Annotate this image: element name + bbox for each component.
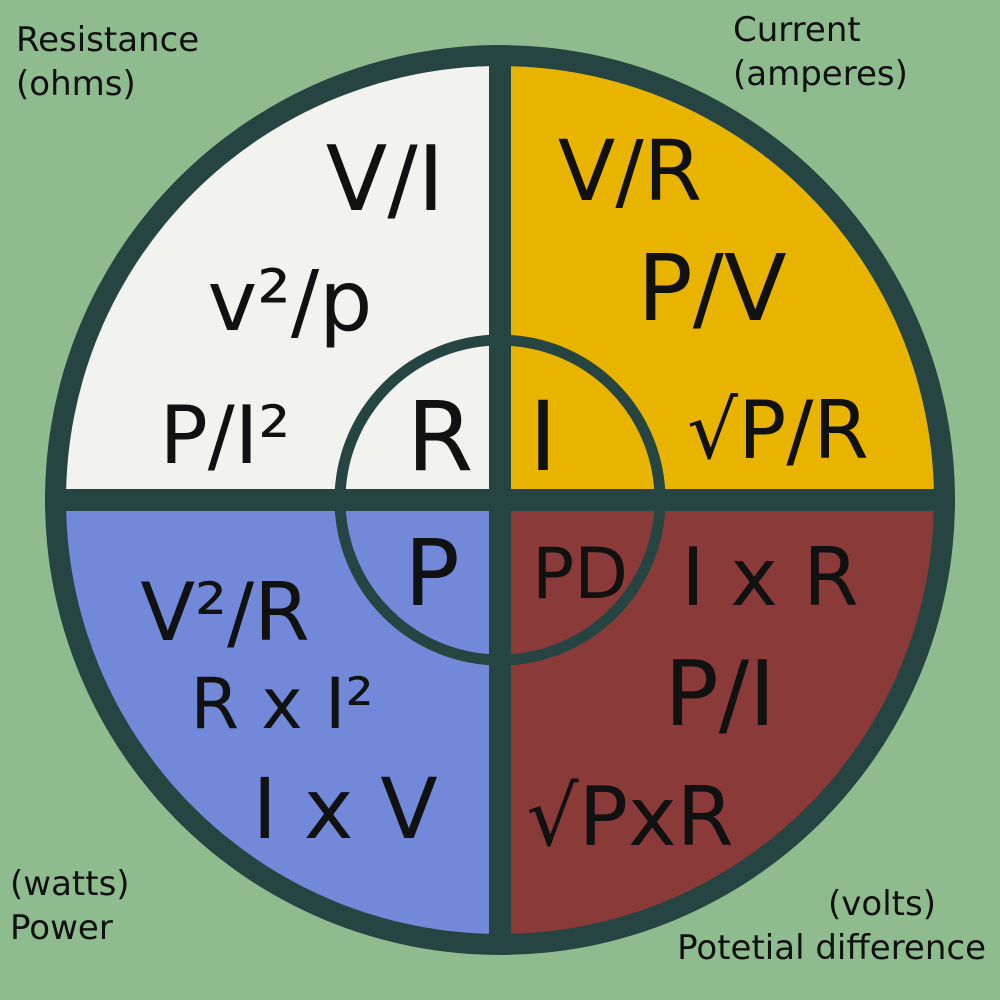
power-unit: (watts) (10, 864, 130, 904)
potential-quadrant (500, 500, 934, 934)
current-label: Current (733, 10, 861, 50)
resistance-formula-3: P/I² (160, 389, 291, 482)
current-formula-2: P/V (637, 235, 786, 342)
resistance-formula-1: V/I (326, 127, 444, 232)
power-formula-2: R x I² (190, 663, 373, 745)
power-symbol: P (404, 520, 459, 627)
potential-symbol: PD (532, 533, 628, 615)
horizontal-divider (50, 489, 950, 511)
current-formula-1: V/R (558, 122, 702, 220)
power-quadrant (66, 500, 500, 934)
current-corner-label: Current (amperes) (733, 8, 908, 96)
potential-unit: (volts) (828, 884, 936, 924)
resistance-formula-2: v²/p (207, 252, 372, 350)
current-unit: (amperes) (733, 54, 908, 94)
current-formula-3: √P/R (687, 384, 869, 477)
current-quadrant (500, 66, 934, 500)
resistance-label: Resistance (16, 20, 200, 60)
resistance-symbol: R (407, 381, 474, 493)
power-label: Power (10, 908, 113, 948)
current-symbol: I (529, 381, 557, 493)
potential-formula-2: P/I (664, 642, 775, 747)
resistance-unit: (ohms) (16, 64, 136, 104)
power-corner-label: (watts) Power (10, 862, 130, 950)
potential-formula-3: √PxR (526, 770, 733, 865)
power-formula-3: I x V (252, 760, 437, 858)
resistance-quadrant (66, 66, 500, 500)
potential-corner-label: (volts) Potetial difference (677, 882, 986, 970)
resistance-corner-label: Resistance (ohms) (16, 18, 199, 106)
potential-formula-1: I x R (681, 531, 858, 624)
power-formula-1: V²/R (140, 566, 309, 659)
potential-label: Potetial difference (677, 928, 986, 968)
